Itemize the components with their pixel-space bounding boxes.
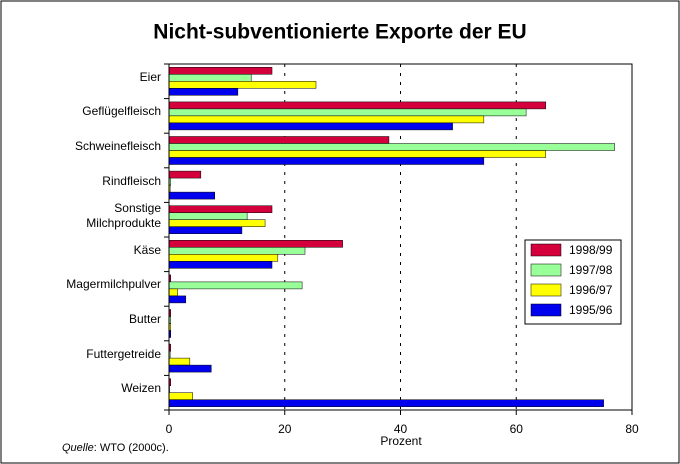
bar	[168, 122, 453, 131]
bar	[168, 150, 547, 158]
source: Quelle: WTO (2000c).	[62, 442, 169, 454]
y-tick-label: Butter	[128, 312, 161, 326]
x-tick-label: 20	[278, 422, 292, 436]
legend-label: 1997/98	[569, 263, 613, 277]
y-tick-label: Rindfleisch	[102, 173, 161, 188]
x-tick-label: 80	[625, 422, 639, 436]
bar	[168, 288, 178, 297]
legend-label: 1998/99	[569, 243, 613, 257]
y-tick-label: Sonstige Milchprodukte	[86, 200, 161, 230]
bar	[168, 281, 303, 290]
y-tick-label: Schweinefleisch	[74, 139, 161, 153]
legend-swatch	[530, 303, 562, 317]
bar	[168, 115, 485, 124]
plot-frame	[168, 63, 633, 411]
bar	[168, 143, 615, 151]
bar	[168, 247, 306, 255]
y-tick-label: Magermilchpulver	[66, 277, 161, 292]
bar	[168, 392, 193, 400]
x-axis-label: Prozent	[380, 434, 422, 448]
legend-swatch	[530, 283, 562, 297]
legend-swatch	[530, 263, 562, 277]
y-tick-label: Geflügelfleisch	[82, 104, 161, 119]
source-label: Quelle	[62, 442, 94, 454]
bar	[168, 364, 212, 373]
bar	[168, 226, 243, 234]
bar	[168, 157, 485, 165]
chart-title: Nicht-subventionierte Exporte der EU	[153, 21, 526, 44]
y-tick-label: Weizen	[121, 381, 161, 396]
x-tick-label: 0	[166, 422, 173, 436]
bar	[168, 219, 266, 227]
bar	[168, 357, 191, 366]
legend-label: 1996/97	[569, 283, 613, 297]
bar	[168, 254, 279, 262]
bar	[168, 74, 252, 82]
legend-label: 1995/96	[569, 303, 613, 317]
bar	[168, 67, 273, 75]
bar	[168, 81, 317, 89]
y-tick-label: Eier	[139, 69, 161, 84]
bar	[168, 240, 343, 248]
legend-swatch	[530, 243, 562, 257]
y-tick-label: Käse	[133, 242, 161, 257]
bar	[168, 101, 547, 110]
y-tick-label: Futtergetreide	[86, 346, 161, 361]
bar	[168, 136, 390, 144]
bar	[168, 170, 202, 179]
bar	[168, 295, 187, 304]
x-tick-label: 60	[510, 422, 524, 436]
bar	[168, 212, 248, 220]
bar	[168, 399, 604, 407]
bar	[168, 261, 273, 269]
bar	[168, 108, 527, 117]
bar	[168, 88, 239, 96]
source-text: : WTO (2000c).	[94, 442, 169, 454]
bar	[168, 191, 215, 200]
x-tick-label: 40	[394, 422, 408, 436]
bar	[168, 205, 273, 213]
